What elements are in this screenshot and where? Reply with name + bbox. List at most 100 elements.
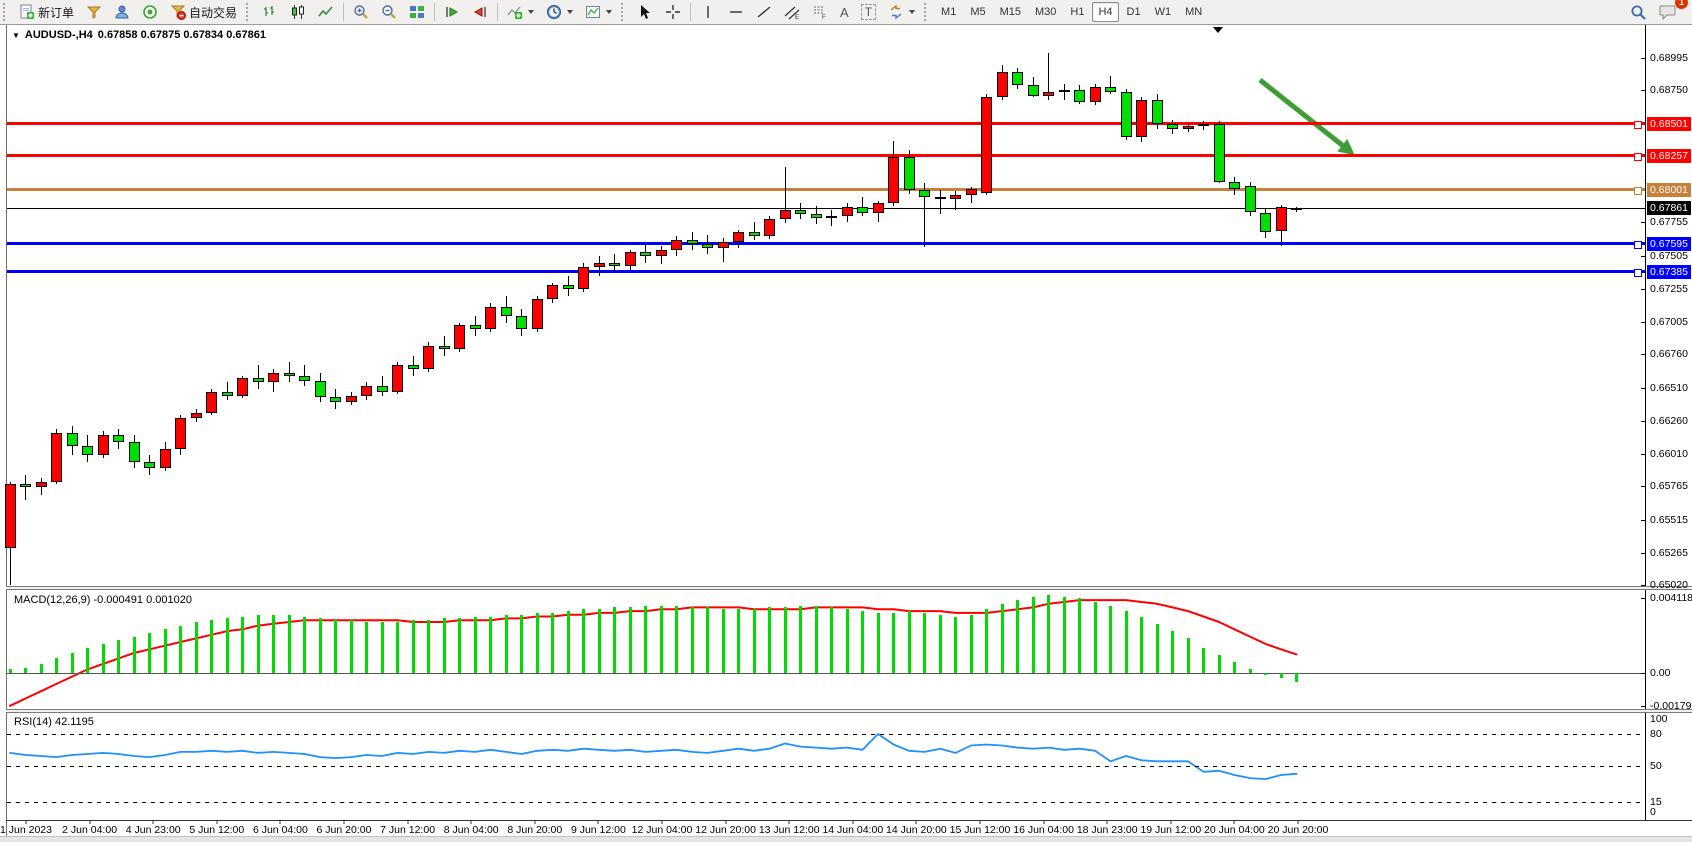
zoom-in-button[interactable] — [348, 0, 374, 24]
date-axis-label[interactable]: 19 Jun 12:00 — [1140, 824, 1202, 836]
macd-rsi-splitter[interactable] — [6, 709, 1692, 713]
level-line-anchor[interactable] — [1634, 240, 1642, 249]
macd-histogram-bar — [256, 614, 260, 673]
tab-timeframe-m1[interactable]: M1 — [941, 6, 957, 18]
search-button[interactable] — [1625, 0, 1652, 24]
chart-shift-button[interactable] — [467, 0, 493, 24]
cursor-button[interactable] — [632, 0, 658, 24]
date-axis-label[interactable]: 9 Jun 12:00 — [570, 824, 626, 836]
tile-windows-button[interactable] — [404, 0, 430, 24]
zoom-out-button[interactable] — [376, 0, 402, 24]
candle-wick — [381, 375, 383, 396]
date-axis-label[interactable]: 2 Jun 04:00 — [62, 824, 118, 836]
toolbar-grip[interactable] — [246, 3, 253, 21]
macd-zero-line — [7, 673, 1645, 674]
trendline-button[interactable] — [751, 0, 777, 24]
bar-chart-button[interactable] — [257, 0, 283, 24]
candle-body — [35, 481, 47, 488]
macd-histogram-bar — [117, 640, 120, 673]
new-order-button[interactable]: 新订单 — [14, 0, 79, 24]
candle-wick — [25, 475, 26, 501]
tab-timeframe-w1[interactable]: W1 — [1154, 6, 1172, 18]
periods-button[interactable] — [541, 0, 578, 24]
funnel-button[interactable] — [81, 0, 107, 24]
toolbar-grip[interactable] — [924, 3, 931, 21]
symbol-dropdown-icon[interactable]: ▼ — [12, 30, 20, 40]
text-button[interactable]: A — [835, 0, 854, 24]
toolbar-grip[interactable] — [621, 3, 628, 21]
chart-shift-icon — [472, 4, 488, 20]
level-line-0.68501[interactable] — [7, 122, 1645, 125]
level-line-0.67595[interactable] — [7, 242, 1645, 245]
date-axis-label[interactable]: 8 Jun 04:00 — [443, 824, 499, 836]
tab-timeframe-m5[interactable]: M5 — [970, 6, 986, 18]
level-line-anchor[interactable] — [1634, 120, 1642, 129]
text-label-button[interactable]: T — [856, 0, 881, 24]
macd-histogram-bar — [1078, 598, 1081, 673]
macd-histogram-bar — [70, 652, 74, 673]
level-line-anchor[interactable] — [1634, 186, 1642, 195]
macd-histogram-bar — [1093, 601, 1097, 673]
main-macd-splitter[interactable] — [6, 586, 1692, 590]
date-axis-label[interactable]: 6 Jun 20:00 — [316, 824, 372, 836]
macd-histogram-bar — [334, 620, 337, 673]
auto-scroll-button[interactable] — [439, 0, 465, 24]
date-axis-label[interactable]: 14 Jun 04:00 — [822, 824, 884, 836]
date-axis-label[interactable]: 4 Jun 23:00 — [125, 824, 181, 836]
date-axis-label[interactable]: 13 Jun 12:00 — [758, 824, 820, 836]
level-line-0.68001[interactable] — [7, 188, 1645, 191]
date-axis-label[interactable]: 16 Jun 04:00 — [1013, 824, 1074, 836]
date-axis-label[interactable]: 20 Jun 20:00 — [1267, 824, 1329, 836]
level-line-0.67861[interactable] — [7, 208, 1645, 209]
trendline-icon — [756, 4, 772, 20]
date-axis-label[interactable]: 20 Jun 04:00 — [1204, 824, 1265, 836]
date-axis-label[interactable]: 1 Jun 2023 — [0, 824, 52, 836]
tab-timeframe-h4[interactable]: H4 — [1092, 2, 1119, 22]
rsi-axis-tick-label: 0 — [1650, 806, 1656, 818]
price-axis-tick-label: 0.65515 — [1650, 513, 1688, 526]
candle-body — [593, 262, 605, 267]
crosshair-button[interactable] — [660, 0, 686, 24]
toolbar-grip[interactable] — [3, 3, 10, 21]
line-chart-button[interactable] — [313, 0, 339, 24]
tab-timeframe-m15[interactable]: M15 — [999, 6, 1022, 18]
date-axis-label[interactable]: 18 Jun 23:00 — [1076, 824, 1138, 836]
notifications-button[interactable]: 1 — [1654, 0, 1688, 24]
indicators-button[interactable] — [502, 0, 539, 24]
auto-trading-label: 自动交易 — [189, 5, 238, 20]
candle-body — [733, 232, 744, 242]
annotation-arrow[interactable] — [1258, 78, 1349, 151]
candle-body — [268, 372, 279, 383]
date-axis-label[interactable]: 6 Jun 04:00 — [252, 824, 308, 836]
date-axis-label[interactable]: 8 Jun 20:00 — [507, 824, 563, 836]
date-axis-label[interactable]: 7 Jun 12:00 — [380, 824, 436, 836]
level-line-anchor[interactable] — [1634, 268, 1642, 277]
tab-timeframe-h1[interactable]: H1 — [1070, 6, 1085, 18]
level-line-0.68257[interactable] — [7, 154, 1645, 157]
arrows-button[interactable] — [883, 0, 920, 24]
tab-timeframe-mn[interactable]: MN — [1185, 6, 1203, 18]
fibonacci-button[interactable]: F — [807, 0, 833, 24]
vertical-line-button[interactable] — [695, 0, 721, 24]
channel-button[interactable]: E — [779, 0, 805, 24]
date-axis-label[interactable]: 5 Jun 12:00 — [189, 824, 245, 836]
date-axis-label[interactable]: 12 Jun 20:00 — [695, 824, 756, 836]
profile-button[interactable] — [109, 0, 135, 24]
candle-body — [888, 156, 899, 204]
templates-button[interactable] — [580, 0, 617, 24]
macd-histogram-bar — [1186, 638, 1190, 673]
price-axis[interactable] — [1645, 25, 1646, 821]
date-axis-label[interactable]: 15 Jun 12:00 — [949, 824, 1011, 836]
text-icon: A — [840, 4, 849, 20]
signal-button[interactable] — [137, 0, 163, 24]
date-axis-label[interactable]: 12 Jun 04:00 — [631, 824, 693, 836]
auto-trading-button[interactable]: 自动交易 — [165, 0, 242, 24]
date-axis-label[interactable]: 14 Jun 20:00 — [886, 824, 947, 836]
tab-timeframe-m30[interactable]: M30 — [1035, 6, 1057, 18]
level-line-anchor[interactable] — [1634, 152, 1642, 161]
tab-timeframe-d1[interactable]: D1 — [1126, 6, 1141, 18]
horizontal-line-button[interactable] — [723, 0, 749, 24]
price-axis-tick-label: 0.65020 — [1650, 579, 1688, 592]
candlestick-button[interactable] — [285, 0, 311, 24]
level-line-0.67385[interactable] — [7, 270, 1645, 273]
